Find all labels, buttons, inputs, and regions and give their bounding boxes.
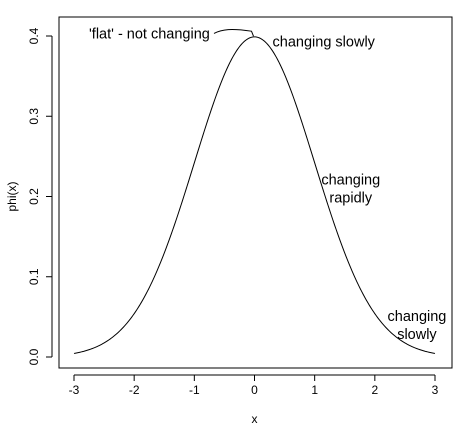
x-tick-label: 2 — [371, 383, 378, 397]
x-axis-title: x — [252, 412, 258, 426]
annotation-line: rapidly — [329, 190, 372, 206]
x-tick-label: 1 — [311, 383, 318, 397]
annotation-label: changing rapidly — [321, 172, 380, 206]
y-tick-label: 0.2 — [27, 188, 41, 205]
annotation-line: changing — [321, 172, 380, 188]
annotation-line: changing — [388, 309, 447, 325]
annotation-line: 'flat' - not changing — [89, 26, 210, 42]
annotation-line: slowly — [397, 327, 437, 343]
density-curve — [73, 36, 436, 354]
annotation-label: 'flat' - not changing — [89, 26, 210, 42]
x-tick-label: -1 — [189, 383, 200, 397]
annotation-label: changing slowly — [273, 34, 376, 50]
annotation-line: changing slowly — [273, 34, 376, 50]
x-axis: -3 -2 -1 0 1 2 3 — [69, 374, 439, 397]
x-tick-label: 3 — [432, 383, 439, 397]
flat-annotation-pointer — [213, 28, 254, 37]
annotation-label: changing slowly — [388, 309, 447, 343]
y-tick-label: 0.0 — [27, 348, 41, 365]
x-tick-label: -2 — [129, 383, 140, 397]
y-axis: 0.0 0.1 0.2 0.3 0.4 — [27, 27, 53, 365]
y-tick-label: 0.3 — [27, 108, 41, 125]
plot-frame — [58, 16, 453, 369]
y-axis-title: phi(x) — [5, 181, 19, 211]
y-tick-label: 0.4 — [27, 27, 41, 44]
x-tick-label: 0 — [251, 383, 258, 397]
x-tick-label: -3 — [69, 383, 80, 397]
y-tick-label: 0.1 — [27, 268, 41, 285]
